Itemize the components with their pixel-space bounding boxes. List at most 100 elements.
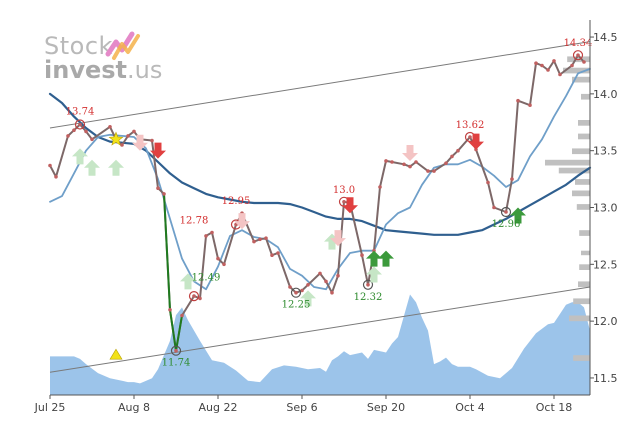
low-price-label: 12.49 — [192, 273, 221, 284]
high-price-label: 14.34 — [564, 38, 593, 49]
price-point — [264, 236, 268, 240]
price-point — [120, 143, 124, 147]
volume-profile-bar-1 — [569, 315, 590, 322]
high-price-label: 13.74 — [66, 106, 95, 117]
price-point — [294, 290, 298, 295]
price-point — [270, 253, 274, 257]
buy-signal-arrow-icon — [366, 266, 382, 283]
price-point — [222, 262, 226, 267]
y-tick-label: 14.5 — [593, 31, 618, 44]
star-marker-icon — [108, 131, 124, 146]
y-tick-label: 13.0 — [593, 202, 618, 215]
buy-signal-arrow-icon — [84, 159, 100, 176]
volume-profile-bar-16 — [572, 76, 590, 83]
sell-signal-arrow-icon — [132, 134, 148, 151]
price-point — [156, 186, 160, 190]
logo-domain-suffix: .us — [127, 56, 163, 84]
price-point — [330, 290, 334, 295]
price-point — [582, 60, 586, 64]
y-tick-label: 12.0 — [593, 315, 618, 328]
x-tick-label: Aug 22 — [199, 401, 238, 414]
price-point — [210, 230, 214, 235]
price-point — [444, 161, 448, 165]
logo-mark-icon — [105, 31, 140, 60]
high-price-label: 13.62 — [456, 120, 485, 131]
price-point — [288, 285, 292, 289]
price-point — [426, 169, 430, 173]
high-price-label: 12.78 — [180, 216, 209, 227]
price-point — [492, 205, 496, 210]
volume-profile-bar-10 — [558, 167, 590, 174]
volume-profile-bar-7 — [576, 204, 590, 210]
buy-signal-arrow-icon — [180, 273, 196, 290]
volume-profile-bar-0 — [573, 355, 590, 361]
price-point — [486, 180, 490, 185]
trend-line-lower — [49, 286, 591, 373]
pivot-circle — [290, 287, 302, 298]
trend-line-upper — [49, 41, 591, 129]
price-point — [276, 251, 280, 255]
price-point — [66, 134, 70, 138]
price-point — [132, 129, 136, 134]
high-price-label: 12.95 — [222, 196, 251, 207]
price-point — [90, 137, 94, 142]
volume-profile-bar-5 — [581, 250, 590, 256]
price-point — [78, 122, 82, 127]
price-point — [408, 164, 412, 169]
pivot-circle — [188, 291, 200, 302]
pivot-circle — [572, 50, 584, 61]
price-point — [414, 160, 418, 164]
pivot-circle — [362, 279, 374, 290]
price-point — [150, 138, 154, 143]
price-point — [318, 271, 322, 276]
price-point — [378, 185, 382, 189]
price-point — [108, 125, 112, 129]
price-point — [180, 313, 184, 318]
price-point — [204, 234, 208, 238]
low-price-label: 11.74 — [162, 358, 191, 369]
volume-profile-bar-6 — [579, 230, 590, 236]
buy-signal-arrow-icon — [366, 250, 382, 267]
x-tick-label: Oct 4 — [455, 401, 485, 414]
volume-area — [50, 294, 590, 395]
price-point — [366, 283, 370, 287]
x-tick-label: Sep 20 — [367, 401, 405, 414]
sell-signal-arrow-icon — [234, 213, 250, 230]
price-point — [456, 148, 460, 153]
price-point — [432, 169, 436, 173]
ma-short-line — [49, 68, 591, 291]
price-point — [360, 253, 364, 257]
y-tick-label: 14.0 — [593, 88, 618, 101]
price-point — [72, 128, 76, 132]
low-price-label: 12.32 — [354, 292, 383, 303]
buy-signal-arrow-icon — [300, 290, 316, 307]
volume-profile-bar-14 — [578, 120, 590, 126]
price-point — [504, 210, 508, 214]
price-point — [126, 134, 130, 138]
pivot-circle — [170, 345, 182, 356]
price-point — [168, 308, 172, 312]
price-point — [306, 283, 310, 287]
sell-signal-arrow-icon — [468, 133, 484, 150]
sell-signal-arrow-icon — [150, 142, 166, 159]
price-point — [450, 154, 454, 159]
buy-signal-arrow-icon — [108, 159, 124, 176]
price-decline-segment — [163, 192, 183, 352]
x-tick-label: Sep 6 — [286, 401, 317, 414]
price-point — [162, 192, 166, 196]
volume-profile-bar-8 — [572, 190, 590, 197]
price-point — [216, 256, 220, 261]
price-point — [552, 59, 556, 63]
x-tick-label: Aug 8 — [118, 401, 150, 414]
volume-profile-bar-11 — [545, 159, 590, 166]
price-point — [540, 63, 544, 68]
x-tick-label: Jul 25 — [34, 401, 66, 414]
price-point — [528, 103, 532, 107]
y-tick-label: 12.5 — [593, 258, 618, 271]
logo-line-invest: invest.us — [44, 58, 162, 82]
price-point — [84, 129, 88, 134]
price-point — [384, 159, 388, 163]
price-point — [534, 61, 538, 65]
price-point — [192, 294, 196, 298]
price-point — [342, 200, 346, 204]
